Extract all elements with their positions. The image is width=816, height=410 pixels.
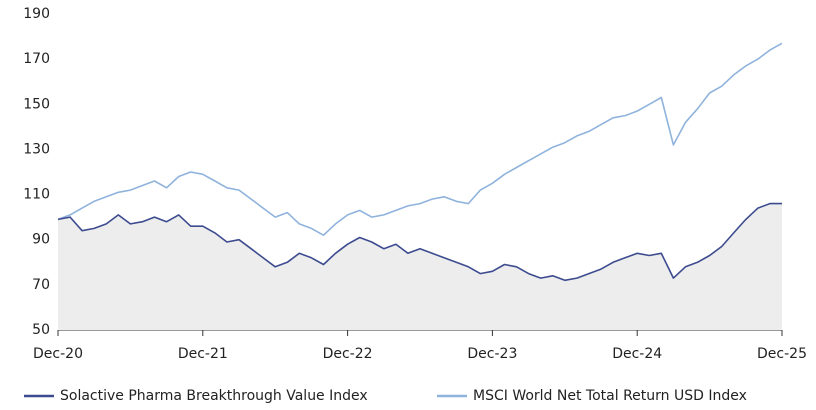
x-tick-label: Dec-22 <box>323 346 373 362</box>
y-tick-label: 90 <box>32 232 50 248</box>
y-tick-label: 70 <box>32 277 50 293</box>
x-tick-label: Dec-21 <box>178 346 228 362</box>
line <box>57 202 782 282</box>
x-tick-label: Dec-23 <box>467 346 517 362</box>
y-tick-label: 110 <box>23 187 50 203</box>
y-tick-label: 190 <box>23 6 50 22</box>
y-tick-label: 150 <box>23 96 50 112</box>
legend-label: MSCI World Net Total Return USD Index <box>473 388 747 404</box>
x-tick-label: Dec-25 <box>757 346 807 362</box>
x-tick-label: Dec-24 <box>612 346 662 362</box>
x-tick-label: Dec-20 <box>33 346 83 362</box>
y-tick-label: 130 <box>23 141 50 157</box>
y-tick-label: 50 <box>32 322 50 338</box>
y-tick-label: 170 <box>23 51 50 67</box>
area <box>58 203 782 330</box>
line <box>57 42 783 236</box>
legend-label: Solactive Pharma Breakthrough Value Inde… <box>60 388 368 404</box>
